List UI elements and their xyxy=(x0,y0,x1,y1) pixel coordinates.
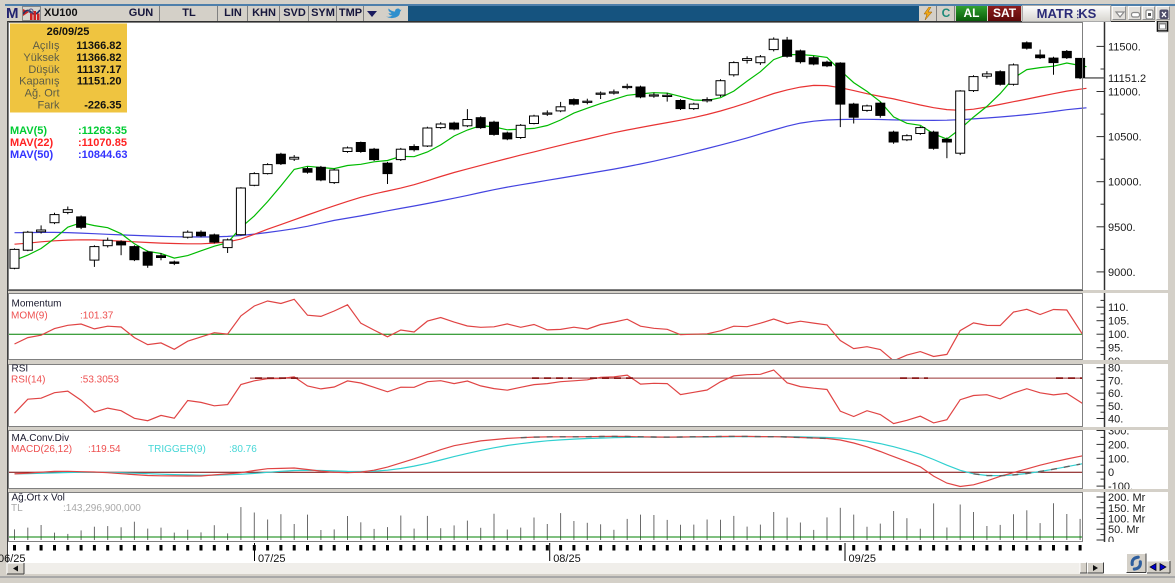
svg-text:95.: 95. xyxy=(1108,343,1123,355)
svg-text:TRIGGER(9): TRIGGER(9) xyxy=(148,444,206,455)
svg-text:RSI(14): RSI(14) xyxy=(11,375,45,386)
svg-text:200. Mr: 200. Mr xyxy=(1108,492,1146,504)
svg-text:MA.Conv.Div: MA.Conv.Div xyxy=(12,433,70,444)
svg-text:TL: TL xyxy=(11,503,23,514)
svg-text::11263.35: :11263.35 xyxy=(78,125,127,137)
svg-text:60.: 60. xyxy=(1108,388,1123,400)
svg-text:0: 0 xyxy=(1108,467,1114,479)
svg-text:11366.82: 11366.82 xyxy=(76,52,121,64)
svg-text:MOM(9): MOM(9) xyxy=(11,311,48,322)
svg-text:9000.: 9000. xyxy=(1108,267,1136,279)
svg-text:-100.: -100. xyxy=(1108,481,1133,493)
svg-text:Ağ.Ort x Vol: Ağ.Ort x Vol xyxy=(12,493,65,504)
svg-text::10844.63: :10844.63 xyxy=(78,149,128,161)
svg-text:50. Mr: 50. Mr xyxy=(1108,524,1140,536)
svg-text:11151.2: 11151.2 xyxy=(1108,73,1146,85)
svg-text::80.76: :80.76 xyxy=(229,444,257,455)
svg-text:11500.: 11500. xyxy=(1108,41,1141,53)
svg-text:90.: 90. xyxy=(1108,356,1123,368)
svg-text:MAV(50): MAV(50) xyxy=(10,149,54,161)
svg-text:MAV(22): MAV(22) xyxy=(10,137,54,149)
svg-text:Açılış: Açılış xyxy=(33,40,60,52)
svg-text:07/25: 07/25 xyxy=(258,553,286,565)
svg-text:26/09/25: 26/09/25 xyxy=(47,26,90,38)
svg-text:Düşük: Düşük xyxy=(28,64,60,76)
svg-text:-226.35: -226.35 xyxy=(84,100,121,112)
svg-text:11000.: 11000. xyxy=(1108,87,1141,99)
svg-text:Kapanış: Kapanış xyxy=(19,76,60,88)
svg-text:110.: 110. xyxy=(1108,302,1129,314)
svg-text::11070.85: :11070.85 xyxy=(78,137,127,149)
svg-text:09/25: 09/25 xyxy=(849,553,877,565)
svg-text:11137.17: 11137.17 xyxy=(77,64,122,76)
svg-text:Fark: Fark xyxy=(38,100,61,112)
svg-text:Yüksek: Yüksek xyxy=(23,52,60,64)
svg-text:150. Mr: 150. Mr xyxy=(1108,503,1146,515)
svg-text:MAV(5): MAV(5) xyxy=(10,125,47,137)
svg-text:0: 0 xyxy=(1108,535,1114,547)
svg-text:200.: 200. xyxy=(1108,439,1129,451)
svg-text:RSI: RSI xyxy=(12,364,29,375)
svg-text::119.54: :119.54 xyxy=(88,444,121,455)
svg-text:40.: 40. xyxy=(1108,414,1123,426)
svg-text:100.: 100. xyxy=(1108,453,1129,465)
svg-text::143,296,900,000: :143,296,900,000 xyxy=(63,503,141,514)
svg-text:10500.: 10500. xyxy=(1108,132,1142,144)
svg-text:10000.: 10000. xyxy=(1108,177,1142,189)
svg-text:MACD(26,12): MACD(26,12) xyxy=(11,444,72,455)
svg-text:70.: 70. xyxy=(1108,375,1123,387)
svg-text:100.: 100. xyxy=(1108,329,1129,341)
svg-text:06/25: 06/25 xyxy=(0,553,26,565)
svg-text:105.: 105. xyxy=(1108,316,1129,328)
svg-text:11366.82: 11366.82 xyxy=(76,40,121,52)
svg-text:80.: 80. xyxy=(1108,363,1123,375)
svg-text:Momentum: Momentum xyxy=(12,299,62,310)
svg-text:300.: 300. xyxy=(1108,426,1129,438)
svg-text:11151.20: 11151.20 xyxy=(77,76,122,88)
svg-text::101.37: :101.37 xyxy=(80,311,114,322)
svg-text:9500.: 9500. xyxy=(1108,222,1136,234)
svg-text:Ağ. Ort: Ağ. Ort xyxy=(25,88,60,100)
svg-text::53.3053: :53.3053 xyxy=(80,375,119,386)
svg-text:100. Mr: 100. Mr xyxy=(1108,514,1146,526)
svg-text:08/25: 08/25 xyxy=(553,553,581,565)
svg-text:50.: 50. xyxy=(1108,401,1123,413)
